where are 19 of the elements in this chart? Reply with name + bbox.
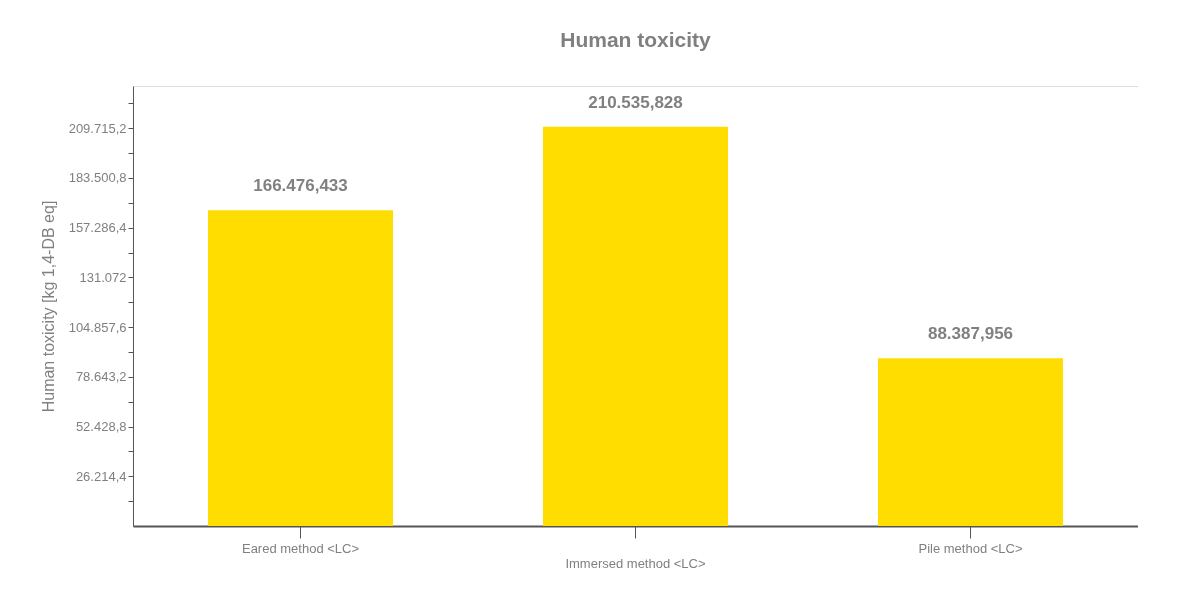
y-tick-label: 78.643,2 [75,369,127,385]
bar [208,210,393,526]
x-tick-label: Immersed method <LC> [565,555,706,571]
bar [543,126,728,526]
data-label: 166.476,433 [253,176,348,196]
y-tick-label: 26.214,4 [75,468,127,484]
y-tick-label: 52.428,8 [75,419,127,435]
y-axis-title: Human toxicity [kg 1,4-DB eq] [39,200,57,413]
y-tick-label: 157.286,4 [68,220,127,236]
chart-title: Human toxicity [560,28,712,51]
x-tick-label: Pile method <LC> [918,540,1023,556]
y-tick-label: 104.857,6 [68,319,127,335]
y-tick-label: 209.715,2 [68,120,127,136]
y-tick-label: 183.500,8 [68,170,127,186]
bar [878,358,1063,526]
data-label: 88.387,956 [927,324,1014,344]
data-label: 210.535,828 [588,92,683,112]
x-tick-label: Eared method <LC> [241,540,360,556]
y-tick-label: 131.072 [79,269,127,285]
